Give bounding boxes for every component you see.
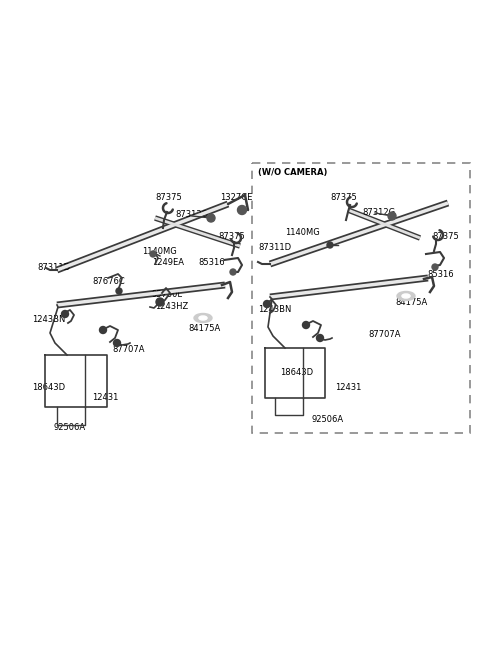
Ellipse shape	[199, 316, 207, 320]
Circle shape	[302, 322, 310, 329]
Text: 12431: 12431	[92, 393, 119, 402]
Circle shape	[116, 288, 122, 294]
Text: 87311D: 87311D	[258, 243, 291, 252]
Text: 1243BN: 1243BN	[32, 315, 65, 324]
Circle shape	[61, 310, 69, 318]
Ellipse shape	[402, 294, 410, 298]
Circle shape	[316, 335, 324, 341]
Ellipse shape	[397, 291, 415, 301]
Text: 87312G: 87312G	[175, 210, 208, 219]
Text: 87707A: 87707A	[112, 345, 144, 354]
Text: 87312G: 87312G	[362, 208, 395, 217]
Text: 87375: 87375	[330, 193, 357, 202]
Circle shape	[207, 214, 215, 222]
Circle shape	[238, 206, 247, 214]
Circle shape	[150, 251, 156, 257]
Text: 85316: 85316	[427, 270, 454, 279]
Text: 87676C: 87676C	[92, 277, 125, 286]
Text: 1243HZ: 1243HZ	[155, 302, 188, 311]
Text: 1327CE: 1327CE	[220, 193, 252, 202]
Text: 1243BN: 1243BN	[258, 305, 291, 314]
Text: 92506A: 92506A	[312, 415, 344, 424]
Text: 87375: 87375	[155, 193, 182, 202]
FancyBboxPatch shape	[252, 163, 470, 433]
Circle shape	[156, 298, 164, 306]
Text: 18643D: 18643D	[32, 383, 65, 392]
Ellipse shape	[194, 314, 212, 322]
Circle shape	[99, 326, 107, 333]
Text: 87311D: 87311D	[37, 263, 70, 272]
Circle shape	[113, 339, 120, 346]
Text: 95750L: 95750L	[152, 290, 183, 299]
Circle shape	[327, 242, 333, 248]
Text: 12431: 12431	[335, 383, 361, 392]
Text: 87707A: 87707A	[368, 330, 400, 339]
Text: (W/O CAMERA): (W/O CAMERA)	[258, 168, 327, 177]
Text: 87375: 87375	[218, 232, 245, 241]
Circle shape	[230, 269, 236, 275]
Text: 84175A: 84175A	[188, 324, 220, 333]
Circle shape	[432, 264, 438, 270]
Text: 84175A: 84175A	[395, 298, 427, 307]
Text: 87375: 87375	[432, 232, 459, 241]
Text: 85316: 85316	[198, 258, 225, 267]
Circle shape	[264, 301, 271, 307]
Circle shape	[388, 212, 396, 220]
Text: 92506A: 92506A	[53, 423, 85, 432]
Text: 1140MG: 1140MG	[142, 247, 177, 256]
Text: 18643D: 18643D	[280, 368, 313, 377]
Text: 1249EA: 1249EA	[152, 258, 184, 267]
Text: 1140MG: 1140MG	[285, 228, 320, 237]
